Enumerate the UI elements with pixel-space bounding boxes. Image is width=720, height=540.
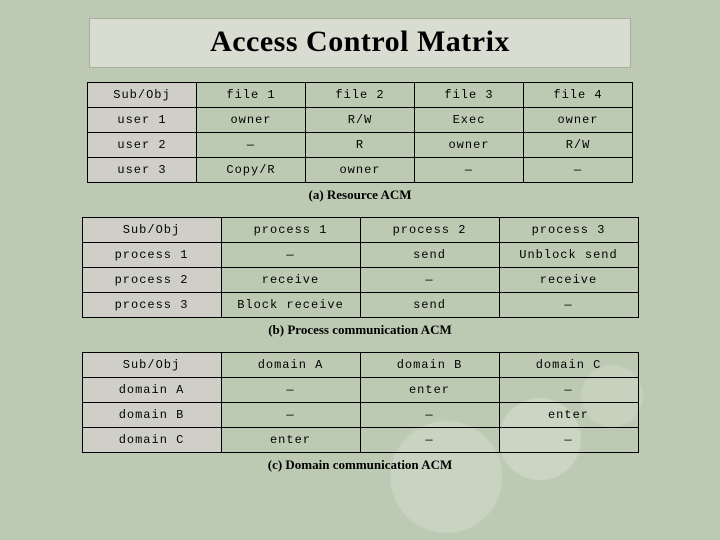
cell: — [197,133,306,158]
cell: receive [499,268,638,293]
cell: — [499,378,638,403]
cell: owner [197,108,306,133]
table-row: process 1 — send Unblock send [82,243,638,268]
cell: enter [360,378,499,403]
cell: owner [415,133,524,158]
table-row: Sub/Obj domain A domain B domain C [82,353,638,378]
cell: Block receive [221,293,360,318]
cell: — [360,403,499,428]
title-box: Access Control Matrix [89,18,631,68]
cell: R/W [306,108,415,133]
col-header: process 3 [499,218,638,243]
col-header: file 1 [197,83,306,108]
cell: — [221,378,360,403]
caption-a: (a) Resource ACM [50,187,670,203]
row-header: user 3 [88,158,197,183]
col-header: file 2 [306,83,415,108]
table-row: process 2 receive — receive [82,268,638,293]
row-header: process 1 [82,243,221,268]
cell: — [221,403,360,428]
cell: — [524,158,633,183]
cell: — [415,158,524,183]
cell: — [221,243,360,268]
table-row: domain B — — enter [82,403,638,428]
table-row: domain A — enter — [82,378,638,403]
slide: Access Control Matrix Sub/Obj file 1 fil… [0,18,720,540]
row-header: user 1 [88,108,197,133]
col-header: process 1 [221,218,360,243]
col-header: Sub/Obj [82,353,221,378]
cell: enter [499,403,638,428]
cell: send [360,243,499,268]
cell: — [360,428,499,453]
row-header: domain B [82,403,221,428]
col-header: domain A [221,353,360,378]
page-title: Access Control Matrix [90,25,630,59]
cell: R [306,133,415,158]
cell: Copy/R [197,158,306,183]
cell: send [360,293,499,318]
cell: — [360,268,499,293]
caption-b: (b) Process communication ACM [50,322,670,338]
cell: owner [524,108,633,133]
table-row: domain C enter — — [82,428,638,453]
row-header: process 3 [82,293,221,318]
col-header: process 2 [360,218,499,243]
cell: enter [221,428,360,453]
table-domain-acm: Sub/Obj domain A domain B domain C domai… [82,352,639,453]
cell: — [499,293,638,318]
cell: R/W [524,133,633,158]
caption-c: (c) Domain communication ACM [50,457,670,473]
col-header: Sub/Obj [88,83,197,108]
table-row: Sub/Obj process 1 process 2 process 3 [82,218,638,243]
col-header: domain B [360,353,499,378]
table-row: Sub/Obj file 1 file 2 file 3 file 4 [88,83,633,108]
cell: Exec [415,108,524,133]
cell: Unblock send [499,243,638,268]
row-header: user 2 [88,133,197,158]
cell: owner [306,158,415,183]
row-header: process 2 [82,268,221,293]
table-resource-acm: Sub/Obj file 1 file 2 file 3 file 4 user… [87,82,633,183]
table-row: user 3 Copy/R owner — — [88,158,633,183]
table-row: user 2 — R owner R/W [88,133,633,158]
col-header: Sub/Obj [82,218,221,243]
table-process-acm: Sub/Obj process 1 process 2 process 3 pr… [82,217,639,318]
cell: — [499,428,638,453]
row-header: domain C [82,428,221,453]
row-header: domain A [82,378,221,403]
table-row: user 1 owner R/W Exec owner [88,108,633,133]
table-row: process 3 Block receive send — [82,293,638,318]
col-header: file 4 [524,83,633,108]
col-header: domain C [499,353,638,378]
cell: receive [221,268,360,293]
col-header: file 3 [415,83,524,108]
